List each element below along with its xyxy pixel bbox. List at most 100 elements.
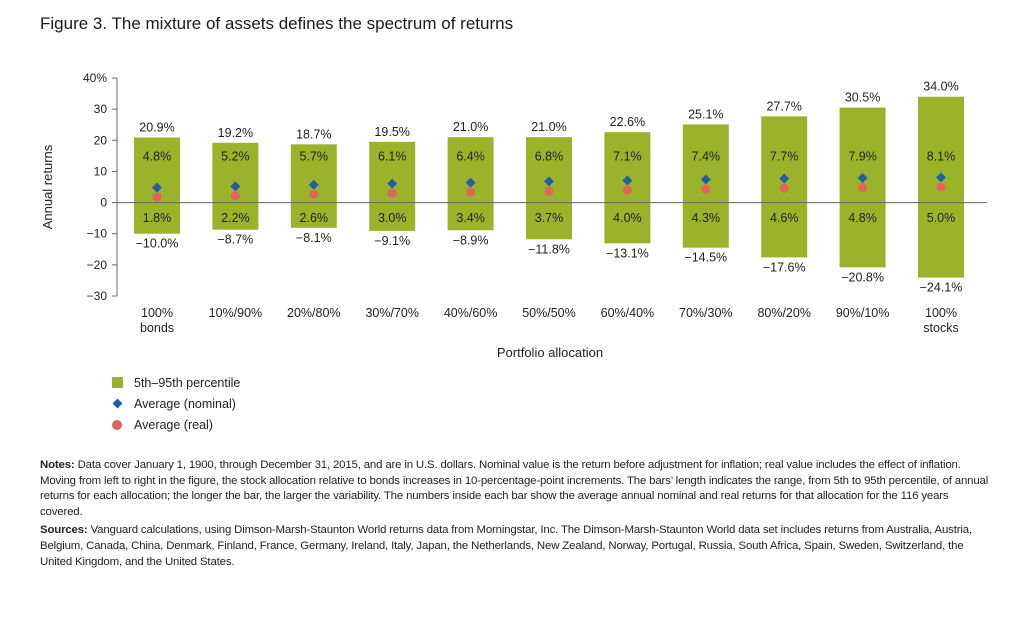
nominal-value-label: 5.7% bbox=[300, 150, 329, 164]
real-value-label: 4.8% bbox=[848, 211, 877, 225]
nominal-marker bbox=[152, 182, 162, 193]
x-tick-label: 50%/50% bbox=[522, 306, 576, 320]
nominal-marker bbox=[936, 172, 946, 183]
real-value-label: 1.8% bbox=[143, 211, 172, 225]
y-tick-label: −20 bbox=[87, 258, 108, 272]
nominal-marker bbox=[857, 173, 868, 183]
nominal-marker bbox=[308, 179, 319, 190]
y-tick-label: 20 bbox=[94, 133, 108, 147]
x-tick-label: 40%/60% bbox=[444, 306, 498, 320]
real-marker bbox=[309, 189, 319, 199]
x-axis-label: Portfolio allocation bbox=[497, 345, 603, 360]
y-tick-label: 40% bbox=[83, 71, 107, 85]
nominal-marker bbox=[465, 177, 476, 188]
p5-label: −8.9% bbox=[453, 233, 489, 247]
nominal-value-label: 6.8% bbox=[535, 150, 564, 164]
x-tick-label: 90%/10% bbox=[836, 306, 890, 320]
sources-paragraph: Sources: Vanguard calculations, using Di… bbox=[40, 523, 990, 570]
chart-legend: 5th–95th percentile Average (nominal) Av… bbox=[112, 372, 240, 435]
real-marker bbox=[701, 184, 711, 194]
p5-label: −8.7% bbox=[218, 233, 254, 247]
p95-label: 18.7% bbox=[296, 127, 331, 141]
nominal-marker bbox=[544, 176, 554, 187]
real-value-label: 5.0% bbox=[927, 211, 956, 225]
p5-label: −17.6% bbox=[763, 260, 806, 274]
figure-notes: Notes: Data cover January 1, 1900, throu… bbox=[40, 458, 990, 573]
p5-label: −8.1% bbox=[296, 231, 332, 245]
nominal-marker bbox=[700, 174, 711, 185]
x-tick-label: 100% bbox=[141, 306, 173, 320]
nominal-value-label: 5.2% bbox=[221, 150, 250, 164]
real-value-label: 3.4% bbox=[456, 211, 485, 225]
p95-label: 21.0% bbox=[531, 120, 566, 134]
y-tick-label: 0 bbox=[100, 196, 107, 210]
real-value-label: 4.0% bbox=[613, 211, 642, 225]
x-tick-label: 10%/90% bbox=[209, 306, 263, 320]
real-marker bbox=[466, 187, 476, 197]
real-value-label: 3.7% bbox=[535, 211, 564, 225]
p5-label: −20.8% bbox=[841, 270, 884, 284]
y-tick-label: 10 bbox=[94, 164, 108, 178]
y-tick-label: −30 bbox=[87, 289, 108, 303]
x-tick-label: 100% bbox=[925, 306, 957, 320]
legend-item-real: Average (real) bbox=[112, 414, 240, 435]
p95-label: 27.7% bbox=[766, 99, 801, 113]
nominal-value-label: 6.4% bbox=[456, 150, 485, 164]
returns-chart: 40% 30 20 10 0 −10 −20 −30 Annual returns 20.9% −1… bbox=[40, 71, 987, 360]
p95-label: 19.2% bbox=[218, 126, 253, 140]
nominal-marker bbox=[622, 175, 633, 186]
real-value-label: 2.2% bbox=[221, 211, 250, 225]
p5-label: −11.8% bbox=[528, 242, 570, 256]
legend-bar-swatch bbox=[112, 377, 123, 388]
p5-label: −10.0% bbox=[136, 237, 179, 251]
nominal-marker bbox=[387, 178, 398, 189]
nominal-value-label: 7.1% bbox=[613, 150, 642, 164]
real-marker bbox=[230, 191, 240, 201]
notes-label: Notes: bbox=[40, 459, 75, 471]
x-tick-label: 70%/30% bbox=[679, 306, 733, 320]
real-value-label: 2.6% bbox=[300, 211, 329, 225]
legend-diamond-swatch bbox=[112, 398, 123, 409]
nominal-value-label: 6.1% bbox=[378, 150, 407, 164]
notes-paragraph: Notes: Data cover January 1, 1900, throu… bbox=[40, 458, 990, 520]
real-marker bbox=[544, 186, 554, 196]
x-tick-label: bonds bbox=[140, 321, 174, 335]
nominal-marker bbox=[230, 181, 241, 192]
x-tick-label: 80%/20% bbox=[757, 306, 811, 320]
figure-title: Figure 3. The mixture of assets defines … bbox=[40, 14, 514, 33]
p5-label: −24.1% bbox=[920, 281, 963, 295]
p5-label: −14.5% bbox=[684, 251, 727, 265]
y-axis-label: Annual returns bbox=[40, 144, 55, 229]
x-tick-label: 20%/80% bbox=[287, 306, 341, 320]
nominal-value-label: 7.4% bbox=[692, 150, 721, 164]
sources-text: Vanguard calculations, using Dimson-Mars… bbox=[40, 524, 972, 568]
real-marker bbox=[858, 183, 868, 193]
y-tick-label: −10 bbox=[87, 227, 108, 241]
sources-label: Sources: bbox=[40, 524, 88, 537]
real-marker bbox=[622, 185, 632, 195]
real-marker bbox=[779, 183, 789, 193]
p95-label: 30.5% bbox=[845, 91, 880, 105]
nominal-value-label: 7.9% bbox=[848, 150, 877, 164]
real-value-label: 4.6% bbox=[770, 211, 799, 225]
real-marker bbox=[152, 192, 162, 202]
legend-label-real: Average (real) bbox=[134, 417, 213, 432]
p95-label: 21.0% bbox=[453, 120, 488, 134]
p5-label: −9.1% bbox=[374, 234, 410, 248]
p95-label: 20.9% bbox=[139, 120, 174, 134]
x-tick-label: stocks bbox=[923, 321, 958, 335]
p95-label: 25.1% bbox=[688, 107, 723, 121]
nominal-value-label: 4.8% bbox=[143, 150, 172, 164]
p95-label: 22.6% bbox=[610, 115, 645, 129]
y-tick-label: 30 bbox=[94, 102, 108, 116]
legend-item-nominal: Average (nominal) bbox=[112, 393, 240, 414]
nominal-value-label: 7.7% bbox=[770, 150, 799, 164]
real-value-label: 4.3% bbox=[692, 211, 721, 225]
x-tick-label: 30%/70% bbox=[365, 306, 419, 320]
p5-label: −13.1% bbox=[606, 246, 649, 260]
real-marker bbox=[936, 182, 946, 192]
real-value-label: 3.0% bbox=[378, 211, 407, 225]
legend-dot-swatch bbox=[112, 419, 122, 430]
legend-label-percentile: 5th–95th percentile bbox=[134, 375, 241, 390]
real-marker bbox=[387, 188, 397, 198]
